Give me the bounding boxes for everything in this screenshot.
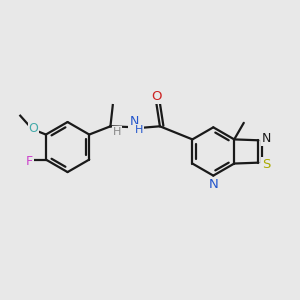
- Text: O: O: [151, 90, 162, 104]
- Text: F: F: [26, 154, 33, 167]
- Text: N: N: [262, 132, 271, 145]
- Text: S: S: [262, 158, 271, 171]
- Text: H: H: [113, 127, 121, 136]
- Text: N: N: [129, 115, 139, 128]
- Text: N: N: [208, 178, 218, 191]
- Text: O: O: [28, 122, 38, 135]
- Text: H: H: [135, 125, 143, 135]
